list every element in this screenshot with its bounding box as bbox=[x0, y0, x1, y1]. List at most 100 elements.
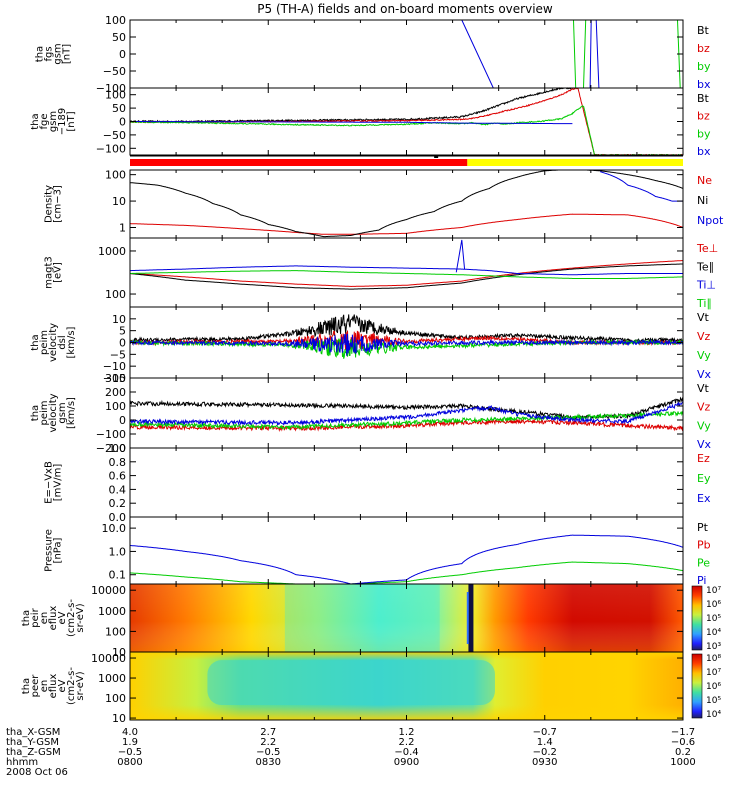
spectrogram-core bbox=[207, 660, 495, 706]
y-tick-label: −15 bbox=[103, 372, 126, 385]
y-axis-label: peir bbox=[30, 607, 41, 627]
series-line-vel_gsm-3 bbox=[129, 401, 684, 427]
legend-entry: Te⊥ bbox=[696, 242, 718, 255]
legend-entry: Pb bbox=[697, 539, 711, 552]
y-tick-label: 1000 bbox=[98, 245, 126, 258]
legend-entry: Ex bbox=[697, 492, 711, 505]
colorbar-tick-label: 10⁵ bbox=[706, 696, 721, 706]
y-tick-label: 100 bbox=[105, 625, 126, 638]
series-line-temperature-1 bbox=[130, 263, 684, 290]
y-tick-label: 1.0 bbox=[109, 545, 127, 558]
y-tick-label: 200 bbox=[105, 386, 126, 399]
x-row-value: 0830 bbox=[256, 757, 281, 768]
y-tick-label: −50 bbox=[103, 65, 126, 78]
y-tick-label: 100 bbox=[105, 89, 126, 102]
y-tick-label: 1000 bbox=[98, 672, 126, 685]
legend-entry: Pi bbox=[697, 574, 706, 587]
y-tick-label: 0.2 bbox=[109, 497, 127, 510]
panel-pressure: 10.0 1.0 0.1 Pressure[nPa] Pt Pb Pe Pi bbox=[44, 516, 711, 587]
legend-entry: Vx bbox=[697, 438, 712, 451]
colorbar-tick-label: 10³ bbox=[706, 642, 721, 652]
y-tick-label: 0.8 bbox=[109, 456, 127, 469]
series-line-density-0 bbox=[130, 213, 684, 235]
legend-entry: Bt bbox=[697, 24, 710, 37]
series-line-fge-3 bbox=[130, 121, 573, 125]
legend-entry: Ey bbox=[697, 472, 711, 485]
status-bar bbox=[130, 155, 683, 166]
colorbar-tick-label: 10⁶ bbox=[706, 600, 721, 610]
status-bar-marker bbox=[434, 155, 439, 158]
legend-entry: Bt bbox=[697, 92, 710, 105]
y-tick-label: 100 bbox=[105, 692, 126, 705]
y-axis-label: eflux bbox=[48, 606, 59, 631]
y-axis-label: tha bbox=[30, 113, 41, 129]
y-tick-label: 10 bbox=[112, 313, 126, 326]
x-row-value: −0.4 bbox=[394, 747, 418, 758]
panel-frame bbox=[129, 516, 684, 585]
legend-entry: bz bbox=[697, 110, 710, 123]
series-line-density-2 bbox=[599, 171, 683, 202]
y-axis-label: E=−VxB bbox=[44, 461, 55, 504]
y-axis-label: (cm2-s- bbox=[66, 599, 77, 637]
x-row-value: −1.7 bbox=[671, 727, 695, 738]
legend-entry: by bbox=[697, 127, 711, 140]
panel-electron_spectrogram: 10⁸ 10⁷ 10⁶ 10⁵ 10⁴ 10000 1000 100 10 thapeerenef… bbox=[21, 651, 721, 725]
series-line-fgs-2 bbox=[573, 19, 681, 89]
legend-entry: Ti⊥ bbox=[696, 279, 716, 292]
colorbar-scale bbox=[691, 653, 703, 719]
legend-entry: Vz bbox=[697, 330, 711, 343]
y-axis-label: Density bbox=[44, 185, 55, 223]
legend-entry: Ne bbox=[697, 174, 712, 187]
colorbar-tick-label: 10⁷ bbox=[706, 668, 721, 678]
series-line-vel_dsl-3 bbox=[129, 333, 684, 356]
x-row-value: −0.6 bbox=[671, 737, 695, 748]
x-row-name: tha_Z-GSM bbox=[6, 747, 61, 758]
y-axis-label: dsl bbox=[57, 335, 68, 349]
y-axis-label: [km/s] bbox=[66, 397, 77, 429]
y-axis-label: sr-eV) bbox=[75, 671, 86, 700]
x-row-value: 0900 bbox=[394, 757, 419, 768]
legend-entry: bz bbox=[697, 42, 710, 55]
y-axis-label: [nT] bbox=[66, 111, 77, 131]
colorbar-tick-label: 10⁷ bbox=[706, 586, 721, 596]
y-tick-label: 10000 bbox=[91, 584, 126, 597]
colorbar-tick-label: 10⁶ bbox=[706, 682, 721, 692]
x-row-value: 1.4 bbox=[537, 737, 553, 748]
y-tick-label: 0.4 bbox=[109, 483, 127, 496]
legend-entry: Pe bbox=[697, 556, 710, 569]
x-row-name: hhmm bbox=[6, 757, 38, 768]
legend-entry: Vz bbox=[697, 401, 711, 414]
legend-entry: Vx bbox=[697, 368, 712, 381]
y-tick-label: 1000 bbox=[98, 605, 126, 618]
legend-entry: Te∥ bbox=[696, 260, 714, 273]
series-line-pressure-3 bbox=[130, 534, 684, 585]
y-axis-label: tha bbox=[30, 405, 41, 421]
y-axis-label: velocity bbox=[48, 323, 59, 362]
x-row-value: 1.9 bbox=[122, 737, 138, 748]
y-tick-label: 50 bbox=[112, 31, 126, 44]
series-line-vel_dsl-0 bbox=[129, 314, 684, 344]
y-tick-label: −100 bbox=[96, 142, 126, 155]
legend-entry: Vy bbox=[697, 349, 711, 362]
y-axis-label: magt3 bbox=[44, 256, 55, 289]
legend-entry: Pt bbox=[697, 521, 709, 534]
spectrogram-shading bbox=[130, 584, 683, 652]
panels: 100500−50−100thafgsgsm[nT]Btbzbybx100500… bbox=[21, 14, 724, 725]
y-axis-label: eflux bbox=[48, 674, 59, 699]
y-tick-label: 0.0 bbox=[109, 511, 127, 524]
y-tick-label: 0 bbox=[119, 414, 126, 427]
y-axis-label: tha bbox=[35, 46, 46, 62]
y-tick-label: −200 bbox=[96, 442, 126, 455]
series-line-fge-2 bbox=[129, 105, 684, 156]
y-axis-label: [mV/m] bbox=[53, 464, 64, 502]
y-axis-label: peim bbox=[39, 330, 50, 355]
y-axis-label: fgs bbox=[44, 46, 55, 61]
colorbar-tick-label: 10⁴ bbox=[706, 710, 721, 720]
series-line-temperature-0 bbox=[130, 260, 684, 288]
